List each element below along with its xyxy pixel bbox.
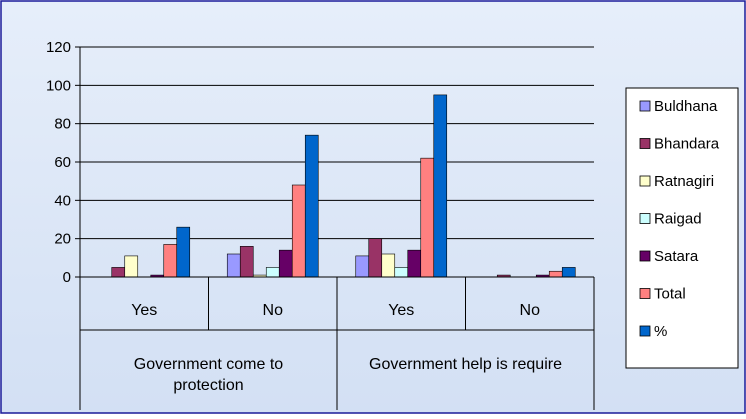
x-group-label-line2: protection (173, 377, 243, 394)
x-group-label: Government come to (134, 356, 284, 373)
legend-label: Total (654, 286, 686, 303)
axes (79, 47, 595, 410)
x-axis-labels: Yes No Yes No Government come to protection Go… (131, 302, 562, 394)
x-category-label: Yes (388, 302, 414, 319)
legend-swatch (639, 138, 651, 149)
y-tick-label: 120 (46, 39, 71, 56)
bar-raigad (394, 267, 409, 278)
bar- (304, 134, 319, 278)
legend-swatch (639, 100, 651, 112)
legend-swatch (639, 213, 651, 224)
bar-total (420, 157, 435, 278)
legend-label: Buldhana (654, 98, 718, 115)
y-tick-label: 20 (54, 231, 71, 248)
y-tick-label: 100 (46, 77, 71, 94)
bar-satara (407, 249, 422, 278)
y-tick-label: 0 (63, 269, 71, 286)
bar- (561, 267, 576, 278)
legend-swatch (639, 250, 651, 262)
x-category-label: Yes (131, 302, 157, 319)
legend-swatch (639, 325, 651, 337)
y-tick-label: 80 (54, 116, 71, 133)
legend-box (625, 87, 739, 369)
bar-raigad (265, 267, 280, 278)
bar-buldhana (226, 253, 241, 278)
bar-bhandara (239, 246, 254, 278)
y-axis-ticks: 0 20 40 60 80 100 120 (46, 39, 80, 286)
legend: Buldhana Bhandara Ratnagiri Raigad Satara Tot… (625, 87, 739, 369)
bar-total (291, 184, 306, 278)
legend-label: Ratnagiri (654, 173, 714, 190)
bar-total (163, 244, 178, 278)
legend-swatch (639, 175, 651, 187)
y-tick-label: 40 (54, 192, 71, 209)
bar-satara (278, 249, 293, 278)
legend-label: Raigad (654, 211, 702, 228)
bar-total (548, 270, 563, 278)
x-category-label: No (263, 302, 284, 319)
bar-bhandara (368, 238, 383, 278)
x-group-label: Government help is require (369, 356, 562, 373)
legend-label: Satara (654, 248, 699, 265)
legend-swatch (639, 288, 651, 299)
bar- (433, 94, 448, 278)
bar-buldhana (355, 255, 370, 278)
bar-bhandara (111, 267, 126, 278)
bar-ratnagiri (381, 253, 396, 278)
gridlines (80, 46, 594, 240)
bar-ratnagiri (124, 255, 139, 278)
bars (111, 94, 576, 278)
x-category-label: No (520, 302, 541, 319)
legend-label: % (654, 323, 667, 340)
legend-label: Bhandara (654, 136, 720, 153)
y-tick-label: 60 (54, 154, 71, 171)
bar- (176, 226, 191, 278)
